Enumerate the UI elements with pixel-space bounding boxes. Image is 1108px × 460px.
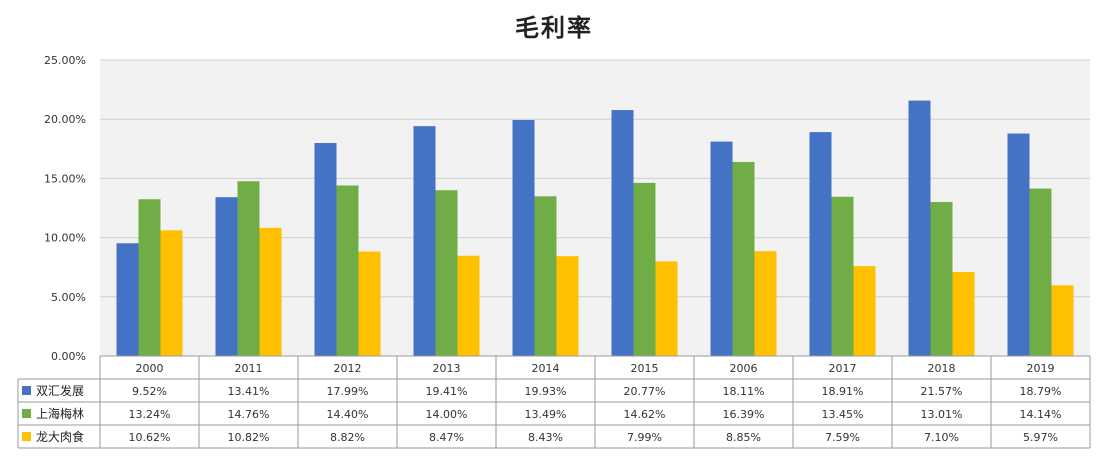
legend-series-name: 龙大肉食 [36, 429, 84, 444]
data-label: 13.01% [921, 408, 963, 421]
data-label: 18.79% [1020, 385, 1062, 398]
bar [1029, 188, 1052, 356]
data-label: 18.11% [723, 385, 765, 398]
bar [556, 256, 579, 356]
data-label: 16.39% [723, 408, 765, 421]
bar [457, 255, 480, 356]
bar [710, 141, 733, 356]
y-tick-label: 25.00% [44, 54, 86, 67]
x-tick-label: 2017 [829, 362, 857, 375]
bar [853, 266, 876, 356]
bar [413, 126, 436, 356]
bar [930, 201, 953, 356]
bar [831, 196, 854, 356]
x-tick-label: 2018 [928, 362, 956, 375]
bar [358, 251, 381, 356]
bar [534, 196, 557, 356]
bar [952, 271, 975, 356]
legend-swatch [22, 386, 31, 395]
bar [259, 227, 282, 356]
x-tick-label: 2015 [631, 362, 659, 375]
data-label: 14.00% [426, 408, 468, 421]
data-label: 10.82% [228, 431, 270, 444]
data-label: 10.62% [129, 431, 171, 444]
y-tick-label: 0.00% [51, 350, 86, 363]
data-table: 2000 2011 2012 2013 2014 2015 2006 2017 2018 2019… [17, 355, 1091, 449]
y-tick-label: 10.00% [44, 232, 86, 245]
data-label: 13.45% [822, 408, 864, 421]
data-label: 19.93% [525, 385, 567, 398]
data-label: 5.97% [1023, 431, 1058, 444]
data-label: 17.99% [327, 385, 369, 398]
bar [655, 261, 678, 356]
data-label: 14.40% [327, 408, 369, 421]
bar [809, 132, 832, 356]
x-tick-label: 2012 [334, 362, 362, 375]
data-label: 7.99% [627, 431, 662, 444]
x-tick-label: 2006 [730, 362, 758, 375]
x-tick-label: 2019 [1027, 362, 1055, 375]
data-label: 9.52% [132, 385, 167, 398]
data-label: 14.14% [1020, 408, 1062, 421]
x-tick-label: 2011 [235, 362, 263, 375]
bar [1007, 133, 1030, 356]
data-label: 19.41% [426, 385, 468, 398]
data-label: 7.59% [825, 431, 860, 444]
bar [336, 185, 359, 356]
x-tick-label: 2014 [532, 362, 560, 375]
data-label: 18.91% [822, 385, 864, 398]
data-label: 13.41% [228, 385, 270, 398]
legend-series-name: 双汇发展 [36, 383, 84, 398]
bar [215, 197, 238, 356]
x-tick-label: 2000 [136, 362, 164, 375]
bar [435, 190, 458, 356]
bar [116, 243, 139, 356]
y-tick-label: 15.00% [44, 172, 86, 185]
data-label: 20.77% [624, 385, 666, 398]
y-tick-label: 5.00% [51, 291, 86, 304]
legend-series-name: 上海梅林 [36, 406, 84, 421]
bars [116, 100, 1074, 357]
bar [611, 110, 634, 357]
legend-swatch [22, 432, 31, 441]
data-label: 21.57% [921, 385, 963, 398]
bar [754, 251, 777, 356]
data-label: 8.82% [330, 431, 365, 444]
bar [732, 161, 755, 356]
bar [1051, 285, 1074, 356]
y-tick-label: 20.00% [44, 113, 86, 126]
data-label: 7.10% [924, 431, 959, 444]
data-label: 14.62% [624, 408, 666, 421]
bar [633, 182, 656, 356]
bar [512, 120, 535, 356]
bar [314, 142, 337, 356]
data-label: 8.85% [726, 431, 761, 444]
bar [160, 230, 183, 356]
data-label: 8.43% [528, 431, 563, 444]
data-label: 14.76% [228, 408, 270, 421]
bar [908, 100, 931, 356]
data-label: 13.24% [129, 408, 171, 421]
x-tick-label: 2013 [433, 362, 461, 375]
data-label: 13.49% [525, 408, 567, 421]
data-label: 8.47% [429, 431, 464, 444]
bar [237, 181, 260, 356]
chart-title: 毛利率 [515, 14, 593, 42]
legend-swatch [22, 409, 31, 418]
bar [138, 199, 161, 356]
y-axis-ticks: 0.00% 5.00% 10.00% 15.00% 20.00% 25.00% [44, 54, 86, 363]
